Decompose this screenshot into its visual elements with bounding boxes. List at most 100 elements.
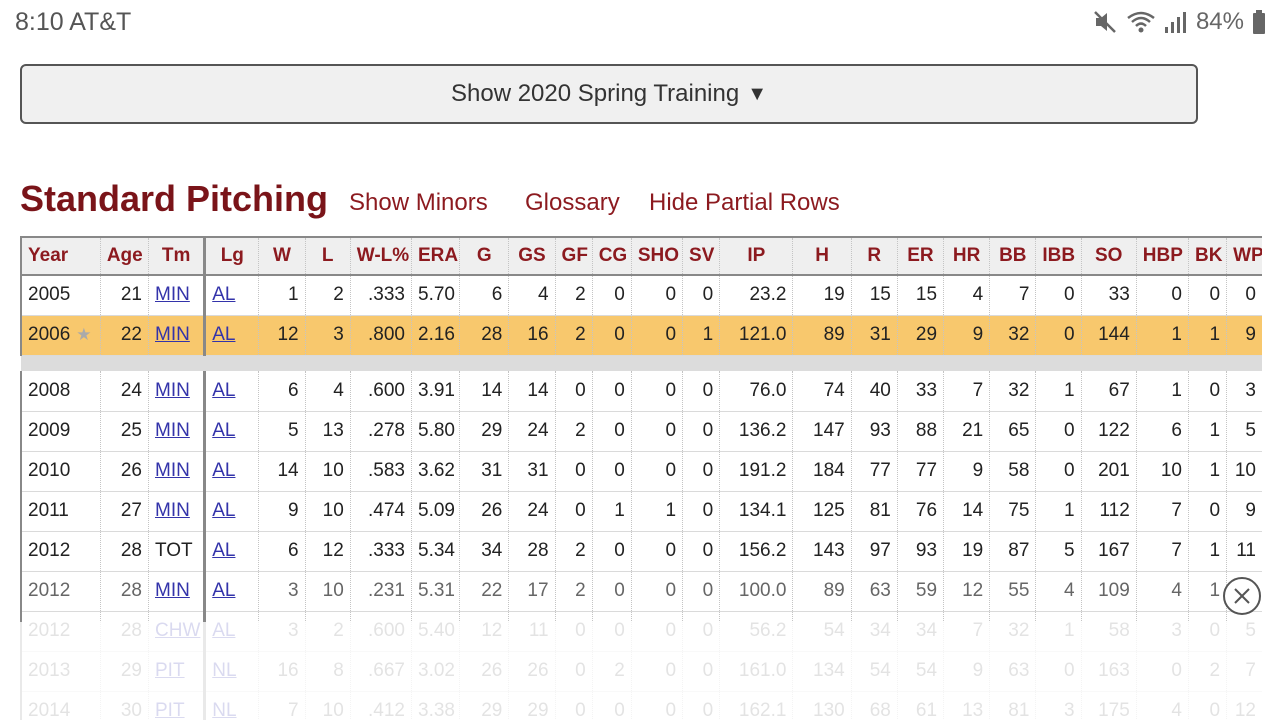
col-header-r[interactable]: R [850, 236, 898, 276]
cell-bk: 1 [1187, 531, 1227, 572]
cell-l: 10 [304, 691, 351, 720]
cell-sv: 0 [682, 411, 720, 452]
league-link[interactable]: NL [212, 700, 237, 720]
triangle-down-icon: ▼ [747, 82, 767, 105]
cell-hr: 13 [943, 691, 990, 720]
cell-so: 112 [1080, 491, 1137, 532]
col-header-bb[interactable]: BB [989, 236, 1036, 276]
cell-so: 58 [1080, 611, 1137, 652]
table-row: 2006 ★ 22 MIN AL 12 3.800 2.16 28 16 2 0 0 1 121.0 89 31… [20, 315, 1262, 356]
cell-lg: NL [204, 691, 259, 720]
cell-era: 3.91 [410, 371, 460, 412]
cell-lg: AL [204, 451, 259, 492]
close-button[interactable] [1223, 577, 1261, 615]
league-link[interactable]: AL [212, 540, 236, 561]
col-header-er[interactable]: ER [896, 236, 944, 276]
col-header-era[interactable]: ERA [410, 236, 460, 276]
team-link[interactable]: MIN [155, 284, 190, 306]
cell-hbp: 1 [1135, 315, 1189, 356]
col-header-gs[interactable]: GS [508, 236, 556, 276]
cell-er: 76 [896, 491, 944, 532]
cell-ip: 162.1 [719, 691, 793, 720]
team-link[interactable]: MIN [155, 324, 190, 345]
cell-sv: 0 [682, 275, 720, 316]
col-header-hr[interactable]: HR [943, 236, 990, 276]
cell-tm: MIN [147, 411, 207, 452]
col-header-l[interactable]: L [304, 236, 351, 276]
cell-er: 15 [896, 275, 944, 316]
cell-w: 3 [258, 611, 306, 652]
col-header-gf[interactable]: GF [554, 236, 593, 276]
table-row: 2012 28 MIN AL 3 10.231 5.31 22 17 2 0 0 0 100.0 89 63 5… [20, 571, 1262, 612]
team-link[interactable]: MIN [155, 420, 190, 441]
league-link[interactable]: NL [212, 660, 237, 681]
cell-h: 184 [792, 451, 852, 492]
cell-so: 201 [1080, 451, 1137, 492]
cell-l: 12 [304, 531, 351, 572]
league-link[interactable]: AL [212, 620, 236, 641]
col-header-year[interactable]: Year [20, 236, 101, 276]
cell-w: 9 [258, 491, 306, 532]
cell-wp: 12 [1226, 691, 1262, 720]
col-header-ibb[interactable]: IBB [1035, 236, 1082, 276]
cell-lg: AL [204, 315, 259, 356]
hide-partial-rows-link[interactable]: Hide Partial Rows [649, 189, 840, 216]
cell-g: 26 [459, 651, 509, 692]
show-spring-training-button[interactable]: Show 2020 Spring Training ▼ [20, 64, 1198, 124]
team-link[interactable]: CHW [155, 620, 201, 641]
cell-so: 122 [1080, 411, 1137, 452]
cell-year: 2011 [20, 491, 101, 532]
team-link[interactable]: MIN [155, 379, 190, 401]
glossary-link[interactable]: Glossary [525, 189, 620, 216]
standard-pitching-table-container[interactable]: Year Age Tm Lg W L W-L% ERA G GS GF CG SHO SV IP H R ER HR… [20, 236, 1262, 720]
team-link[interactable]: PIT [155, 700, 185, 720]
table-row: 2009 25 MIN AL 5 13.278 5.80 29 24 2 0 0 0 136.2 147 93… [20, 411, 1262, 452]
cell-w: 3 [258, 571, 306, 612]
cell-hbp: 7 [1135, 531, 1189, 572]
league-link[interactable]: AL [212, 500, 236, 521]
cell-tm: MIN [147, 371, 207, 412]
col-header-ip[interactable]: IP [719, 236, 793, 276]
cell-gf: 2 [554, 571, 593, 612]
league-link[interactable]: AL [212, 284, 236, 306]
spring-training-label: Show 2020 Spring Training [451, 80, 740, 107]
cell-ibb: 5 [1035, 531, 1082, 572]
cell-sho: 1 [630, 491, 683, 532]
col-header-wp[interactable]: WP [1226, 236, 1262, 276]
col-header-g[interactable]: G [459, 236, 509, 276]
league-link[interactable]: AL [212, 460, 236, 481]
team-link[interactable]: PIT [155, 660, 185, 681]
league-link[interactable]: AL [212, 580, 236, 601]
league-link[interactable]: AL [212, 420, 236, 441]
league-link[interactable]: AL [212, 379, 236, 401]
league-link[interactable]: AL [212, 324, 236, 345]
col-header-cg[interactable]: CG [591, 236, 632, 276]
cell-cg: 0 [591, 611, 632, 652]
cell-tm: MIN [147, 315, 207, 356]
col-header-w[interactable]: W [258, 236, 306, 276]
col-header-lg[interactable]: Lg [204, 236, 259, 276]
team-link[interactable]: MIN [155, 500, 190, 521]
team-link[interactable]: MIN [155, 580, 190, 601]
cell-age: 27 [99, 491, 149, 532]
cell-so: 33 [1080, 275, 1137, 316]
cell-sho: 0 [630, 611, 683, 652]
col-header-tm[interactable]: Tm [147, 236, 207, 276]
col-header-h[interactable]: H [792, 236, 852, 276]
cell-wp: 5 [1226, 411, 1262, 452]
show-minors-link[interactable]: Show Minors [349, 189, 488, 216]
col-header-sv[interactable]: SV [682, 236, 720, 276]
col-header-sho[interactable]: SHO [630, 236, 683, 276]
col-header-hbp[interactable]: HBP [1135, 236, 1189, 276]
team-link[interactable]: MIN [155, 460, 190, 481]
col-header-age[interactable]: Age [99, 236, 149, 276]
cell-r: 54 [850, 651, 898, 692]
col-header-bk[interactable]: BK [1187, 236, 1227, 276]
cell-gf: 0 [554, 651, 593, 692]
cell-er: 33 [896, 371, 944, 412]
cell-h: 74 [792, 371, 852, 412]
cell-hbp: 10 [1135, 451, 1189, 492]
cell-er: 93 [896, 531, 944, 572]
col-header-w-l[interactable]: W-L% [349, 236, 412, 276]
col-header-so[interactable]: SO [1080, 236, 1137, 276]
